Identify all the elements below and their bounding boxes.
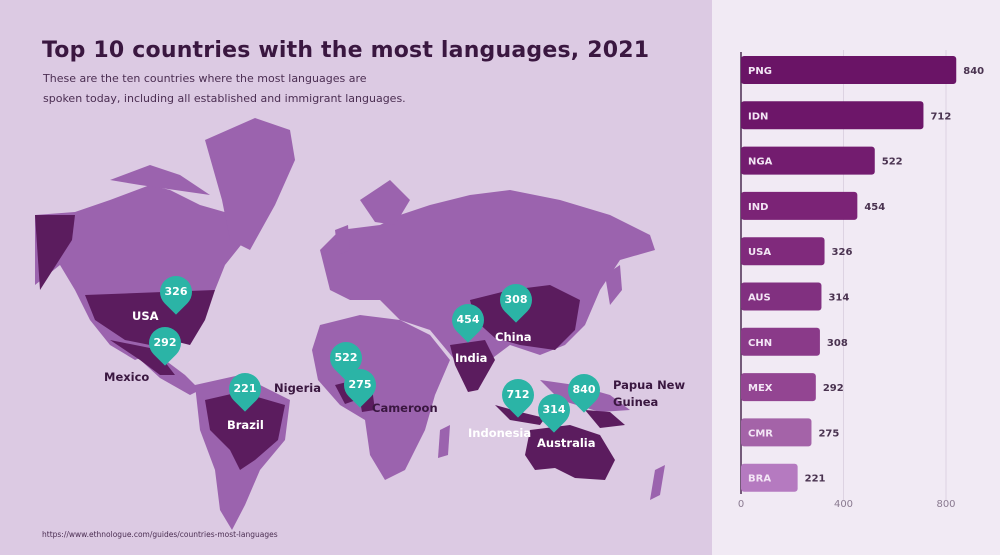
label-brazil: Brazil <box>227 418 264 432</box>
bar-category-label: USA <box>748 247 771 258</box>
label-indonesia: Indonesia <box>468 426 532 440</box>
label-usa: USA <box>132 309 159 323</box>
bar-chart-panel <box>712 0 1000 555</box>
label-nigeria: Nigeria <box>274 381 321 395</box>
x-tick-label: 400 <box>834 499 853 510</box>
label-cameroon: Cameroon <box>372 401 438 415</box>
subtitle-line-1: These are the ten countries where the mo… <box>43 72 367 85</box>
bar-chn <box>741 327 820 356</box>
world-map <box>35 118 665 530</box>
png-shape <box>585 410 625 428</box>
india-shape <box>450 340 495 392</box>
x-tick-label: 800 <box>936 499 955 510</box>
label-india: India <box>455 351 488 365</box>
bar-value-label: 275 <box>818 428 839 439</box>
bar-category-label: BRA <box>748 474 771 485</box>
brazil-shape <box>205 392 285 470</box>
bar-mex <box>741 373 816 402</box>
bar-value-label: 326 <box>832 247 853 258</box>
bar-value-label: 292 <box>823 383 844 394</box>
uk <box>335 225 350 255</box>
label-png-line2: Guinea <box>613 395 659 409</box>
bar-category-label: NGA <box>748 157 773 168</box>
bar-value-label: 522 <box>882 157 903 168</box>
bar-category-label: PNG <box>748 66 772 77</box>
label-china: China <box>495 330 532 344</box>
bar-idn <box>741 101 924 130</box>
europe-asia <box>320 190 655 385</box>
bar-usa <box>741 237 825 266</box>
bar-category-label: AUS <box>748 293 771 304</box>
madagascar <box>438 425 450 458</box>
bar-png <box>741 56 957 84</box>
greenland <box>205 118 295 250</box>
source-link[interactable]: https://www.ethnologue.com/guides/countr… <box>42 530 278 539</box>
bar-value-label: 712 <box>930 111 951 122</box>
x-tick-label: 0 <box>738 499 744 510</box>
mexico-shape <box>110 340 175 375</box>
bar-value-label: 308 <box>827 338 848 349</box>
label-mexico: Mexico <box>104 370 150 384</box>
bar-category-label: CMR <box>748 428 773 439</box>
bar-category-label: IDN <box>748 111 768 122</box>
bar-value-label: 454 <box>864 202 885 213</box>
scandinavia <box>360 180 410 225</box>
chart-title: Top 10 countries with the most languages… <box>42 38 650 63</box>
bar-value-label: 221 <box>805 474 826 485</box>
china-shape <box>470 285 580 350</box>
bar-bra <box>741 463 798 492</box>
bar-category-label: MEX <box>748 383 773 394</box>
bar-nga <box>741 146 875 175</box>
arctic-islands <box>110 165 210 195</box>
bar-value-label: 314 <box>828 293 849 304</box>
japan <box>605 265 622 305</box>
nz <box>650 465 665 500</box>
bar-category-label: CHN <box>748 338 772 349</box>
bar-category-label: IND <box>748 202 768 213</box>
bar-aus <box>741 282 822 311</box>
label-australia: Australia <box>537 436 596 450</box>
label-png-line1: Papua New <box>613 378 686 392</box>
bar-cmr <box>741 418 812 447</box>
subtitle-line-2: spoken today, including all established … <box>43 92 406 105</box>
usa-shape <box>35 215 75 290</box>
australia-shape <box>525 425 615 480</box>
bar-value-label: 840 <box>963 66 984 77</box>
bar-ind <box>741 191 858 220</box>
